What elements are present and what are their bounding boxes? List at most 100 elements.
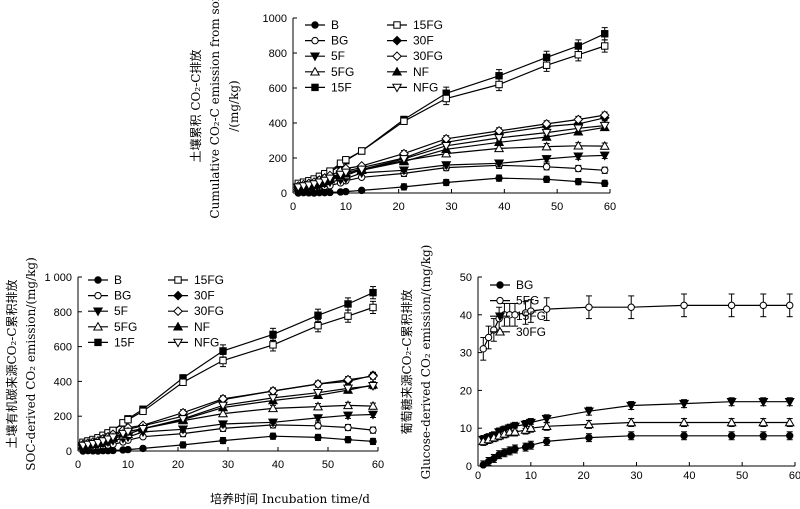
data-point bbox=[680, 432, 688, 440]
x-tick-label: 60 bbox=[372, 459, 384, 471]
legend-marker bbox=[173, 290, 183, 301]
data-point bbox=[217, 420, 229, 430]
legend-label: 15FG bbox=[516, 309, 546, 323]
data-point bbox=[627, 432, 635, 440]
data-point bbox=[601, 42, 609, 50]
data-point bbox=[343, 374, 353, 385]
x-tick-label: 0 bbox=[290, 201, 296, 213]
data-point bbox=[759, 301, 767, 310]
y-axis-title: Cumulative CO₂-C emission from soil bbox=[208, 0, 222, 219]
legend-item-5FG: 5FG bbox=[305, 65, 354, 79]
data-point bbox=[525, 422, 536, 432]
y-axis-title: /(mg/kg) bbox=[227, 80, 241, 131]
legend-item-B: B bbox=[88, 273, 122, 287]
data-point bbox=[784, 398, 795, 407]
y-tick-label: 1000 bbox=[263, 13, 287, 25]
series-line bbox=[482, 435, 790, 466]
data-point bbox=[758, 417, 769, 427]
legend-item-30FG: 30FG bbox=[387, 49, 443, 63]
legend-marker bbox=[494, 326, 506, 336]
legend-marker bbox=[173, 306, 183, 317]
data-point bbox=[356, 165, 367, 175]
legend-marker bbox=[309, 52, 321, 62]
series-NFG bbox=[77, 382, 379, 451]
data-point bbox=[574, 51, 582, 59]
data-point bbox=[219, 436, 227, 445]
x-tick-label: 0 bbox=[75, 459, 81, 471]
legend-label: 15F bbox=[114, 335, 135, 349]
x-tick-label: 10 bbox=[525, 470, 537, 482]
x-tick-label: 20 bbox=[578, 470, 590, 482]
data-point bbox=[357, 186, 366, 195]
series-30FG bbox=[478, 417, 795, 446]
data-point bbox=[585, 303, 593, 311]
legend-item-15FG: 15FG bbox=[387, 18, 443, 32]
legend-label: 15FG bbox=[194, 273, 224, 287]
legend-item-NFG: NFG bbox=[168, 335, 219, 349]
legend-label: 15F bbox=[331, 80, 352, 94]
data-point bbox=[495, 174, 503, 182]
data-point bbox=[219, 356, 227, 365]
data-point bbox=[574, 177, 582, 186]
data-point bbox=[542, 437, 551, 446]
data-point bbox=[303, 181, 314, 191]
data-point bbox=[357, 147, 366, 155]
data-point bbox=[527, 441, 535, 449]
data-point bbox=[573, 124, 584, 134]
legend-item-15F: 15F bbox=[88, 335, 135, 349]
data-point bbox=[267, 418, 279, 428]
series-B bbox=[294, 174, 609, 197]
legend-marker bbox=[311, 83, 319, 92]
data-point bbox=[217, 401, 229, 411]
legend-marker bbox=[174, 276, 182, 284]
y-axis-title: 土壤累积 CO₂-C排放 bbox=[188, 50, 203, 163]
y-tick-label: 200 bbox=[269, 153, 287, 165]
data-point bbox=[367, 382, 379, 391]
y-tick-label: 40 bbox=[460, 310, 472, 322]
data-point bbox=[585, 433, 593, 442]
legend-item-NF: NF bbox=[168, 320, 210, 334]
data-point bbox=[369, 437, 377, 446]
y-tick-label: 200 bbox=[54, 411, 72, 423]
data-point bbox=[122, 427, 134, 437]
data-point bbox=[441, 148, 452, 158]
legend-label: 30FG bbox=[194, 304, 224, 318]
legend-marker bbox=[391, 66, 403, 76]
legend-marker bbox=[391, 83, 403, 93]
data-point bbox=[583, 419, 595, 429]
data-point bbox=[267, 394, 279, 404]
legend-marker bbox=[392, 51, 402, 62]
data-point bbox=[442, 178, 450, 187]
data-point bbox=[541, 415, 552, 424]
legend-marker bbox=[393, 21, 401, 29]
data-point bbox=[309, 180, 320, 190]
data-point bbox=[398, 166, 410, 176]
legend-marker bbox=[311, 21, 319, 29]
data-point bbox=[219, 347, 227, 355]
data-point bbox=[484, 333, 493, 342]
series-5FG bbox=[479, 293, 794, 361]
legend-item-30F: 30F bbox=[168, 289, 215, 303]
data-point bbox=[324, 174, 336, 184]
data-point bbox=[314, 178, 325, 188]
data-point bbox=[442, 94, 450, 103]
data-point bbox=[627, 303, 635, 311]
data-point bbox=[267, 403, 279, 413]
data-point bbox=[107, 433, 119, 443]
series-BG bbox=[479, 431, 794, 469]
data-point bbox=[398, 155, 410, 165]
data-point bbox=[542, 175, 551, 184]
legend-label: NF bbox=[194, 320, 210, 334]
legend-marker bbox=[94, 291, 102, 300]
data-point bbox=[573, 114, 584, 125]
legend-item-30FG: 30FG bbox=[490, 325, 546, 339]
legend-label: 15FG bbox=[413, 18, 443, 32]
legend-item-BG: BG bbox=[88, 289, 131, 303]
y-axis-title: SOC-derived CO₂ emission/(mg/kg) bbox=[24, 257, 38, 471]
data-point bbox=[441, 142, 452, 151]
legend-label: BG bbox=[114, 289, 131, 303]
data-point bbox=[312, 401, 324, 411]
